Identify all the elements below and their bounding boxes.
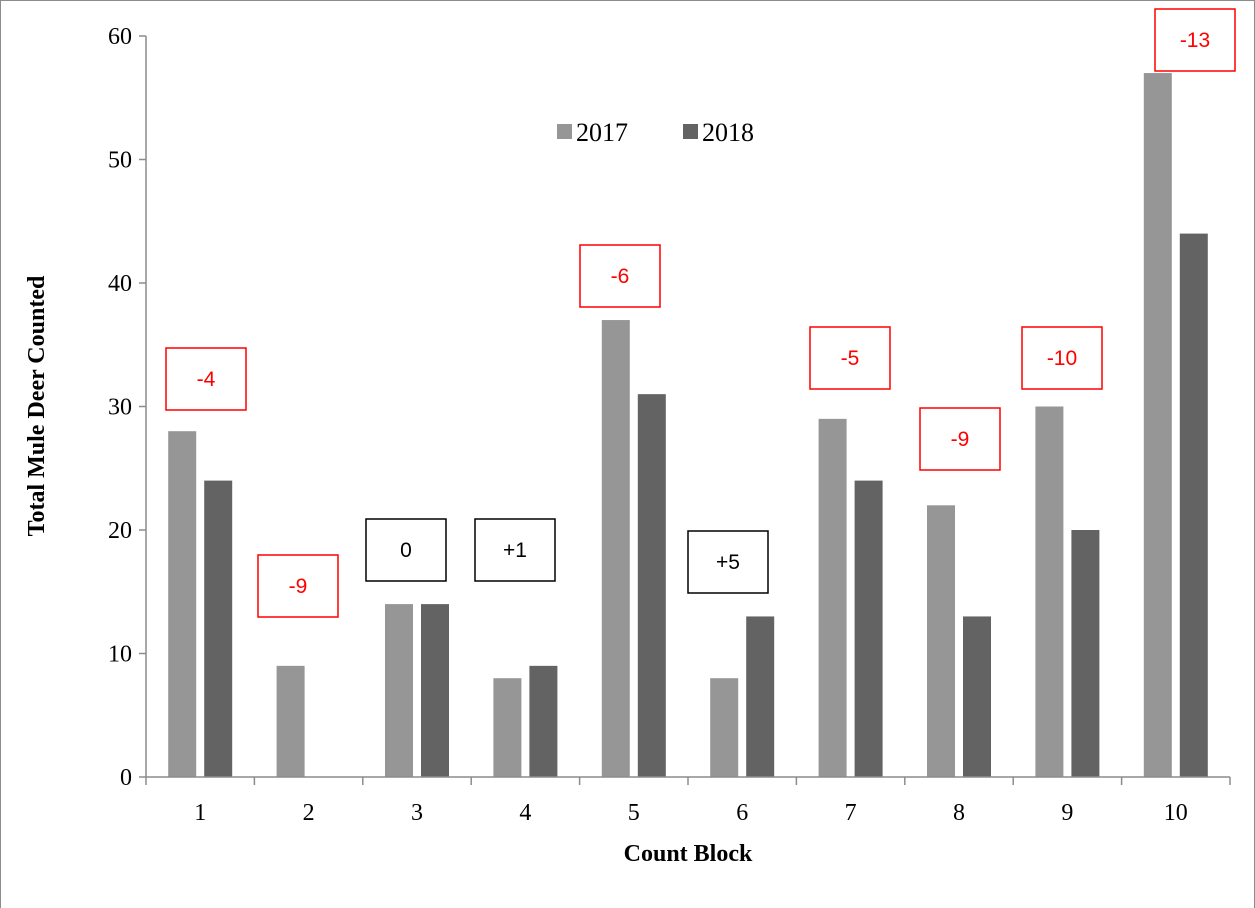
x-tick-label: 9 xyxy=(1061,800,1073,826)
callout-label: 0 xyxy=(400,539,412,562)
callout-label: -9 xyxy=(289,575,308,598)
x-tick-label: 5 xyxy=(628,800,640,826)
bar-2018-block-7 xyxy=(854,480,883,777)
callout-label: -5 xyxy=(841,347,860,370)
bar-2017-block-6 xyxy=(710,678,739,777)
bar-2017-block-5 xyxy=(601,320,630,777)
x-tick-label: 7 xyxy=(845,800,857,826)
legend-label-2018: 2018 xyxy=(702,118,754,147)
change-callout-block-4: +1 xyxy=(474,518,556,582)
y-tick-label: 50 xyxy=(108,148,132,174)
x-tick-label: 8 xyxy=(953,800,965,826)
change-callout-block-1: -4 xyxy=(165,347,247,411)
bars-layer xyxy=(168,73,1208,778)
callout-box xyxy=(1021,326,1103,390)
x-tick-label: 4 xyxy=(519,800,531,826)
bar-2018-block-10 xyxy=(1179,233,1208,778)
bar-2017-block-10 xyxy=(1143,73,1172,778)
bar-2018-block-3 xyxy=(421,604,449,777)
bar-2017-block-8 xyxy=(927,505,955,777)
callouts-layer: -4 -9 0 +1 -6 +5 -5 -9 -10 -13 xyxy=(165,8,1236,618)
callout-label: +1 xyxy=(503,539,527,562)
y-tick-label: 20 xyxy=(108,518,132,544)
bar-2017-block-9 xyxy=(1035,406,1064,777)
callout-box xyxy=(919,407,1001,471)
x-tick-label: 2 xyxy=(303,800,315,826)
bar-2018-block-4 xyxy=(529,665,558,777)
bar-2017-block-1 xyxy=(168,431,197,777)
y-tick-label: 10 xyxy=(108,642,132,668)
change-callout-block-6: +5 xyxy=(687,530,769,594)
callout-label: -9 xyxy=(951,428,970,451)
ticks-layer: 0 10 20 30 40 50 60 1 2 3 4 5 6 7 8 9 10 xyxy=(108,24,1231,826)
legend: 2017 2018 xyxy=(557,118,754,147)
bar-2018-block-1 xyxy=(204,480,233,777)
change-callout-block-10: -13 xyxy=(1154,8,1236,72)
x-tick-label: 3 xyxy=(411,800,423,826)
change-callout-block-7: -5 xyxy=(809,326,891,390)
change-callout-block-9: -10 xyxy=(1021,326,1103,390)
y-tick-label: 60 xyxy=(108,24,132,50)
axes-layer xyxy=(145,36,1230,778)
callout-label: +5 xyxy=(716,551,740,574)
x-tick-label: 10 xyxy=(1164,800,1188,826)
change-callout-block-5: -6 xyxy=(579,244,661,308)
callout-label: -13 xyxy=(1180,29,1210,52)
x-axis-title: Count Block xyxy=(624,841,753,867)
bar-2018-block-9 xyxy=(1071,530,1100,777)
bar-2017-block-3 xyxy=(385,604,413,777)
bar-2018-block-6 xyxy=(746,616,775,777)
callout-box xyxy=(1154,8,1236,72)
y-tick-label: 30 xyxy=(108,395,132,421)
callout-label: -4 xyxy=(197,368,216,391)
legend-label-2017: 2017 xyxy=(576,118,628,147)
callout-label: -10 xyxy=(1047,347,1077,370)
bar-2017-block-4 xyxy=(493,678,522,777)
change-callout-block-3: 0 xyxy=(365,518,447,582)
bar-2018-block-8 xyxy=(963,616,991,777)
y-tick-label: 40 xyxy=(108,271,132,297)
y-tick-label: 0 xyxy=(120,765,132,791)
x-tick-label: 1 xyxy=(194,800,206,826)
bar-2017-block-2 xyxy=(276,665,305,777)
callout-box xyxy=(687,530,769,594)
change-callout-block-8: -9 xyxy=(919,407,1001,471)
callout-box xyxy=(579,244,661,308)
callout-box xyxy=(257,554,339,618)
legend-swatch-2018 xyxy=(683,124,698,139)
x-tick-label: 6 xyxy=(736,800,748,826)
bar-2017-block-7 xyxy=(818,418,847,777)
callout-box xyxy=(474,518,556,582)
callout-label: -6 xyxy=(611,265,630,288)
legend-swatch-2017 xyxy=(557,124,572,139)
y-axis-title: Total Mule Deer Counted xyxy=(24,275,50,536)
bar-2018-block-5 xyxy=(637,394,666,777)
callout-box xyxy=(365,518,447,582)
callout-box xyxy=(165,347,247,411)
callout-box xyxy=(809,326,891,390)
change-callout-block-2: -9 xyxy=(257,554,339,618)
